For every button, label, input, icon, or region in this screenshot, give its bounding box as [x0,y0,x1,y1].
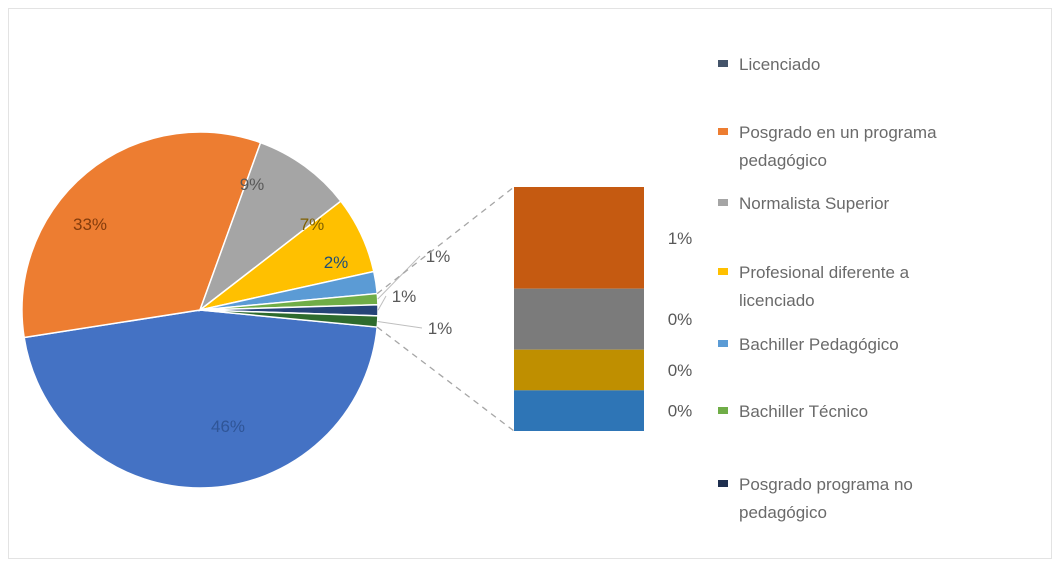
bar-segment [514,390,644,431]
legend-label: pedagógico [739,151,827,170]
connector-line [376,186,515,295]
bar-data-label: 0% [668,310,693,329]
leader-line [377,321,423,329]
pie-slice [21,131,262,339]
pie-data-label: 33% [73,215,107,234]
legend-swatch [718,480,728,487]
stacked-bar: 1% 0% 0% 0% [514,187,692,431]
legend: Licenciado Posgrado en un programa pedagóg… [718,55,937,522]
legend-label: Bachiller Técnico [739,402,868,421]
legend-label: Licenciado [739,55,820,74]
bar-data-label: 0% [668,402,693,421]
legend-label: pedagógico [739,503,827,522]
legend-swatch [718,268,728,275]
pie-data-label: 2% [324,253,349,272]
bar-segment [514,187,644,289]
bar-data-label: 1% [668,229,693,248]
bar-segment [514,288,644,350]
legend-swatch [718,340,728,347]
pie-slice [23,309,378,489]
legend-label: Profesional diferente a [739,263,910,282]
legend-swatch [718,407,728,414]
pie-slice [198,141,342,313]
chart-frame [8,8,1052,559]
legend-label: Posgrado programa no [739,475,913,494]
bar-data-label: 0% [668,361,693,380]
connector-lines [376,186,515,432]
pie-data-label: 9% [240,175,265,194]
legend-swatch [718,199,728,206]
bar-segment [514,349,644,391]
pie-data-label: 7% [300,215,325,234]
legend-label: Normalista Superior [739,194,890,213]
pie: 46% 33% 9% 7% 2% 1% 1% 1% [21,131,453,489]
pie-data-label: 1% [426,247,451,266]
legend-swatch [718,60,728,67]
leader-line [377,295,387,311]
legend-swatch [718,128,728,135]
legend-label: Posgrado en un programa [739,123,937,142]
connector-line [376,326,515,432]
legend-label: licenciado [739,291,815,310]
legend-label: Bachiller Pedagógico [739,335,899,354]
pie-data-label: 46% [211,417,245,436]
pie-data-label: 1% [428,319,453,338]
pie-data-label: 1% [392,287,417,306]
